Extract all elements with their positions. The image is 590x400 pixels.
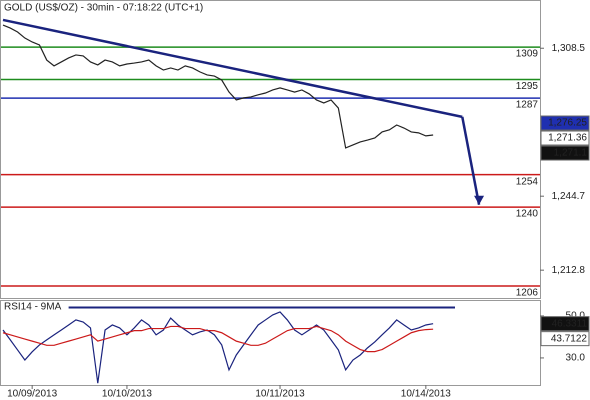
trend-line [2,18,463,119]
level-label: 1309 [516,49,539,60]
level-label: 1206 [516,288,539,299]
arrow-head [474,195,485,205]
price-tag [540,331,590,347]
y-tick-label: 30.0 [566,353,586,364]
y-tick-label: 1,244.7 [552,191,586,202]
price-tag [540,130,590,146]
x-tick-label: 10/09/2013 [7,389,57,400]
level-label: 1240 [516,209,539,220]
price-tag-label: 1,271.36 [548,133,587,144]
price-tag-label: 46.3311 [552,318,588,329]
series-line [2,24,434,149]
y-tick-label: 1,308.5 [552,43,586,54]
chart-title: GOLD (US$/OZ) - 30min - 07:18:22 (UTC+1) [4,3,203,14]
trend-line [461,116,481,206]
x-tick-label: 10/10/2013 [102,389,152,400]
series-line [2,325,434,353]
y-tick-label: 50.0 [566,311,586,322]
level-label: 1254 [516,176,539,187]
price-panel [0,0,541,299]
level-label: 1295 [516,81,539,92]
price-tag [540,115,590,131]
price-tag-label: 1,276.25 [548,118,587,129]
price-tag [540,316,590,332]
level-label: 1287 [516,100,539,111]
x-tick-label: 10/11/2013 [255,389,305,400]
x-tick-label: 10/14/2013 [401,389,451,400]
price-tag-label: 1,271.1 [554,148,588,159]
y-tick-label: 1,212.8 [552,265,586,276]
rsi-panel [0,300,541,386]
price-tag [540,145,590,161]
series-line [2,311,434,384]
rsi-title: RSI14 - 9MA [4,302,62,313]
price-tag-label: 43.7122 [551,333,588,344]
